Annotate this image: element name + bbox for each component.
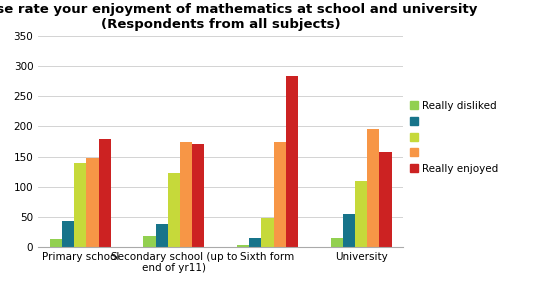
Bar (274, 142, 286, 247)
Bar (62, 221, 74, 247)
Bar (367, 129, 379, 247)
Bar (331, 238, 343, 247)
Title: Please rate your enjoyment of mathematics at school and university
(Respondents : Please rate your enjoyment of mathematic… (0, 3, 477, 31)
Bar (286, 76, 298, 247)
Bar (143, 236, 156, 247)
Bar (237, 245, 249, 247)
Bar (343, 214, 355, 247)
Bar (379, 152, 392, 247)
Bar (156, 224, 168, 247)
Bar (355, 181, 367, 247)
Bar (192, 144, 204, 247)
Bar (50, 239, 62, 247)
Bar (74, 163, 86, 247)
Bar (99, 139, 111, 247)
Bar (180, 142, 192, 247)
Bar (262, 218, 274, 247)
Legend: Really disliked, , , , Really enjoyed: Really disliked, , , , Really enjoyed (408, 99, 500, 176)
Bar (86, 158, 99, 247)
Bar (249, 238, 262, 247)
Bar (168, 173, 180, 247)
